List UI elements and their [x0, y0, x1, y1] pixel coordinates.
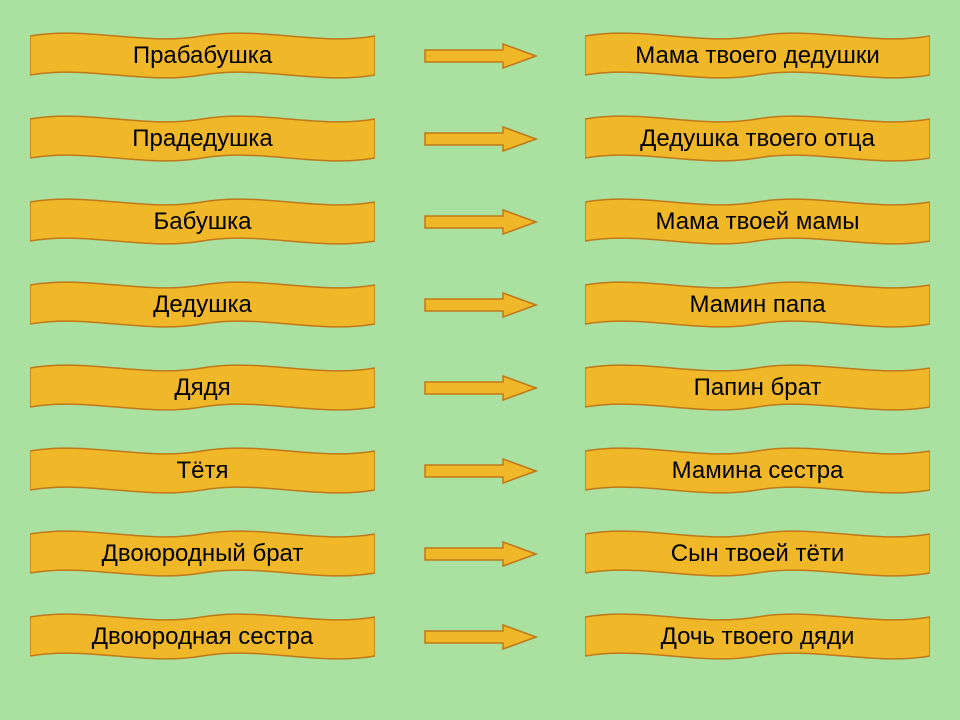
arrow-icon: [423, 374, 538, 402]
pair-row: Дедушка Мамин папа: [30, 277, 930, 332]
pair-row: Дядя Папин брат: [30, 360, 930, 415]
definition-label: Дедушка твоего отца: [585, 111, 930, 166]
definition-banner: Дедушка твоего отца: [585, 111, 930, 166]
term-label: Дедушка: [30, 277, 375, 332]
definition-label: Мамин папа: [585, 277, 930, 332]
term-banner: Дядя: [30, 360, 375, 415]
arrow-icon: [423, 457, 538, 485]
term-banner: Тётя: [30, 443, 375, 498]
term-label: Двоюродная сестра: [30, 609, 375, 664]
term-banner: Прадедушка: [30, 111, 375, 166]
definition-label: Мама твоего дедушки: [585, 28, 930, 83]
arrow-icon: [423, 540, 538, 568]
arrow-icon: [423, 291, 538, 319]
definition-label: Дочь твоего дяди: [585, 609, 930, 664]
term-label: Двоюродный брат: [30, 526, 375, 581]
term-banner: Двоюродная сестра: [30, 609, 375, 664]
arrow-icon: [423, 623, 538, 651]
arrow-icon: [423, 125, 538, 153]
definition-banner: Папин брат: [585, 360, 930, 415]
definition-banner: Сын твоей тёти: [585, 526, 930, 581]
diagram-content: Прабабушка Мама твоего дедушки Прадедушк…: [0, 0, 960, 720]
pair-row: Двоюродная сестра Дочь твоего дяди: [30, 609, 930, 664]
definition-banner: Мама твоей мамы: [585, 194, 930, 249]
arrow-icon: [423, 208, 538, 236]
pair-row: Двоюродный брат Сын твоей тёти: [30, 526, 930, 581]
term-label: Дядя: [30, 360, 375, 415]
term-banner: Двоюродный брат: [30, 526, 375, 581]
definition-banner: Мамин папа: [585, 277, 930, 332]
definition-label: Мама твоей мамы: [585, 194, 930, 249]
term-label: Прабабушка: [30, 28, 375, 83]
pair-row: Тётя Мамина сестра: [30, 443, 930, 498]
definition-banner: Мама твоего дедушки: [585, 28, 930, 83]
term-banner: Бабушка: [30, 194, 375, 249]
pair-row: Прадедушка Дедушка твоего отца: [30, 111, 930, 166]
term-banner: Прабабушка: [30, 28, 375, 83]
pair-row: Бабушка Мама твоей мамы: [30, 194, 930, 249]
term-label: Тётя: [30, 443, 375, 498]
term-label: Бабушка: [30, 194, 375, 249]
definition-banner: Мамина сестра: [585, 443, 930, 498]
arrow-icon: [423, 42, 538, 70]
definition-label: Сын твоей тёти: [585, 526, 930, 581]
definition-banner: Дочь твоего дяди: [585, 609, 930, 664]
term-banner: Дедушка: [30, 277, 375, 332]
term-label: Прадедушка: [30, 111, 375, 166]
definition-label: Папин брат: [585, 360, 930, 415]
definition-label: Мамина сестра: [585, 443, 930, 498]
pair-row: Прабабушка Мама твоего дедушки: [30, 28, 930, 83]
